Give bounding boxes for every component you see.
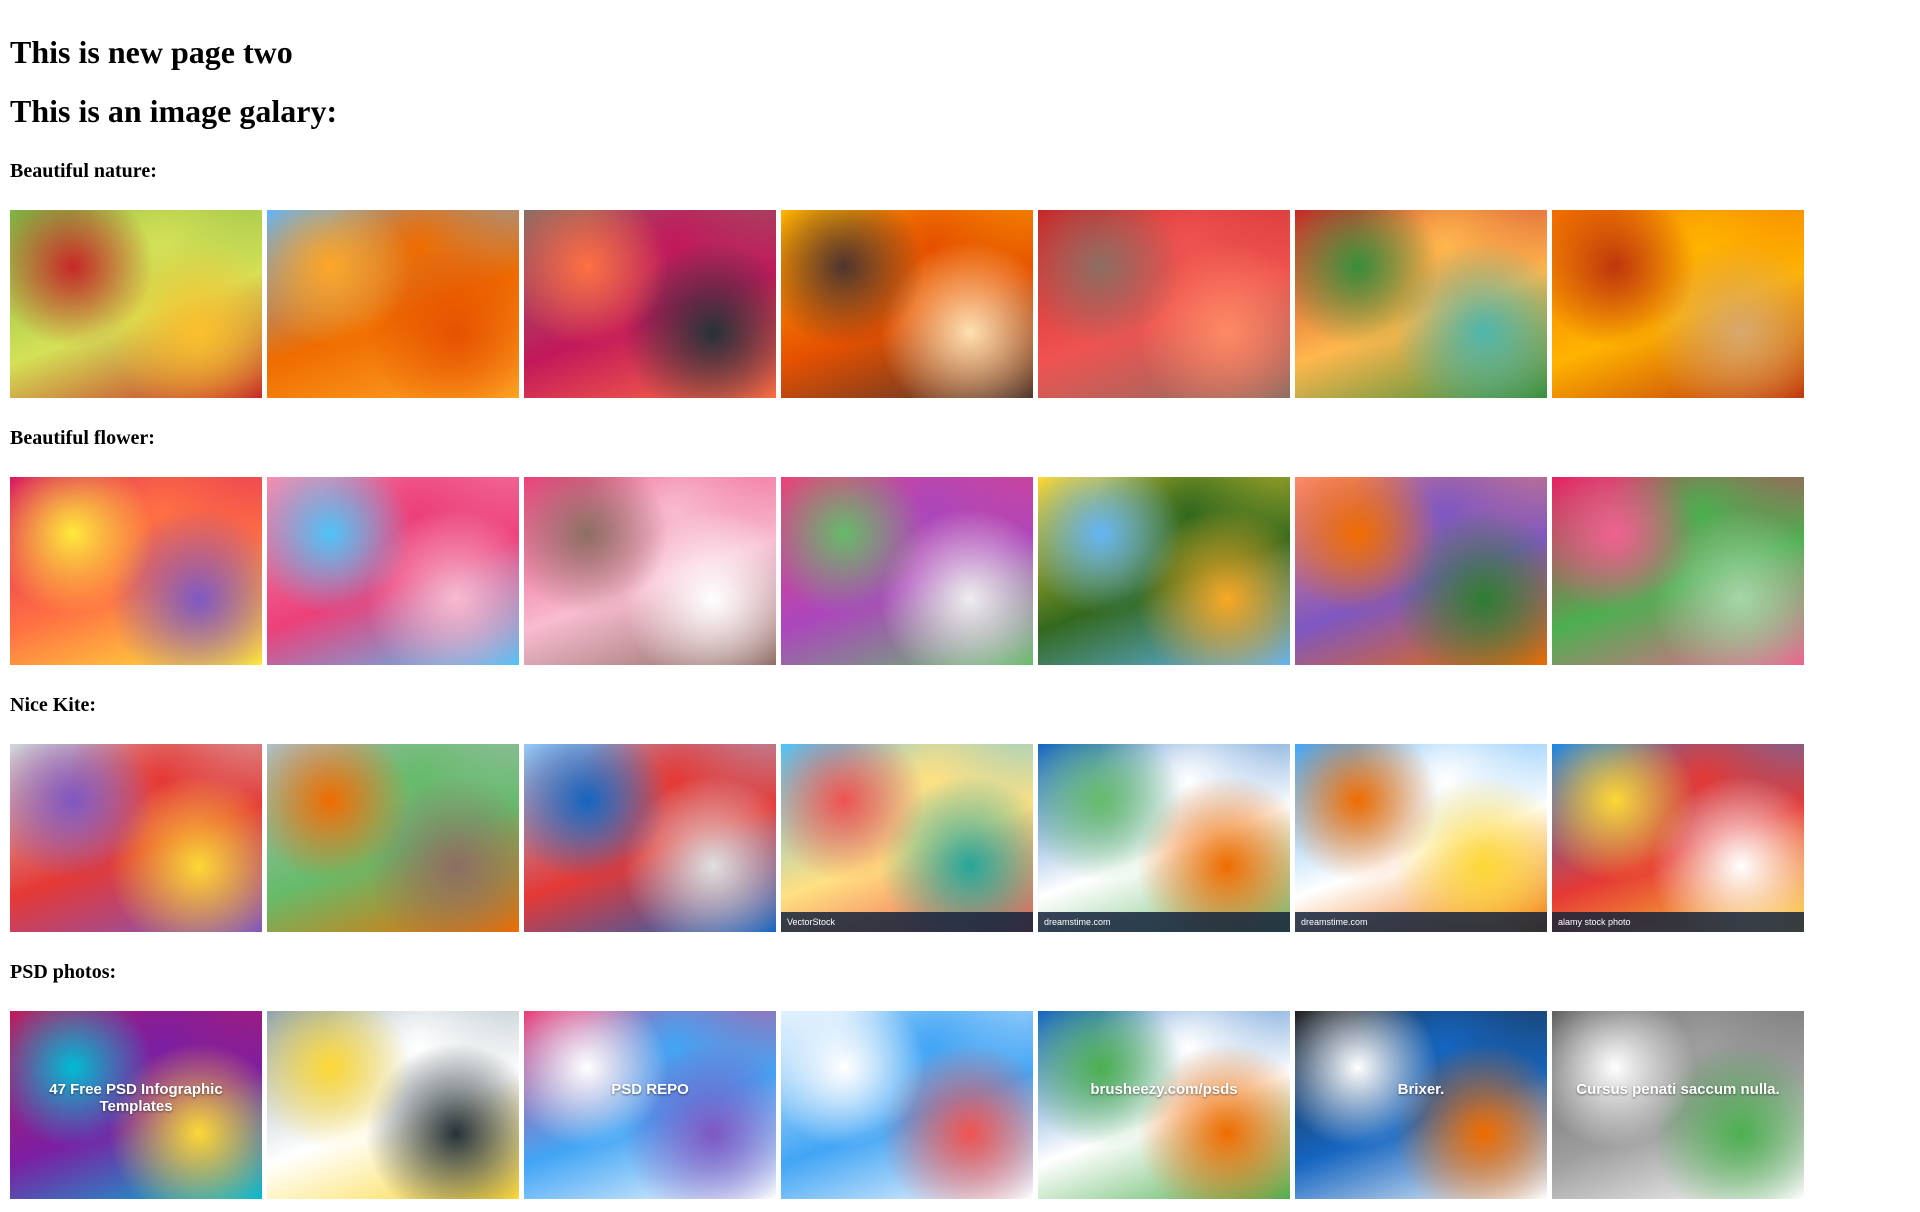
- page-title: This is new page two: [10, 34, 293, 70]
- pink-blossoms-image: [267, 476, 519, 665]
- section-flower: Beautiful flower:: [10, 426, 1910, 665]
- image-caption: Brixer.: [1397, 1080, 1445, 1098]
- moderniste-template-image: Cursus penati saccum nulla.: [1552, 1010, 1804, 1199]
- watermark-label: dreamstime.com: [1038, 911, 1290, 932]
- image-caption: Cursus penati saccum nulla.: [1576, 1080, 1780, 1098]
- section-psd: PSD photos: 47 Free PSD Infographic Temp…: [10, 960, 1910, 1199]
- section-kite: Nice Kite: VectorStock dreamstime.com drea…: [10, 693, 1910, 932]
- section-label: PSD photos:: [10, 960, 117, 983]
- image-caption: PSD REPO: [611, 1080, 689, 1098]
- sunflower-field-image: [1038, 476, 1290, 665]
- river-boat-autumn-image: [1295, 209, 1547, 398]
- painted-flowers-image: [781, 476, 1033, 665]
- fish-kites-sky-image: dreamstime.com: [1295, 743, 1547, 932]
- rainbow-kite-sky-image: [10, 743, 262, 932]
- brusheezy-psds-image: brusheezy.com/psds: [1038, 1010, 1290, 1199]
- image-caption: 47 Free PSD Infographic Templates: [49, 1080, 223, 1115]
- pink-rose-image: [524, 476, 776, 665]
- page: This is new page two This is an image ga…: [10, 33, 1910, 1199]
- image-row: [10, 209, 1910, 398]
- golden-forest-road-image: [1552, 209, 1804, 398]
- cosmos-flowers-image: [1552, 476, 1804, 665]
- dragon-kite-sky-image: alamy stock photo: [1552, 743, 1804, 932]
- brixer-template-image: Brixer.: [1295, 1010, 1547, 1199]
- park-fountain-image: [10, 209, 262, 398]
- section-label: Nice Kite:: [10, 693, 97, 716]
- beach-kites-illustration-image: VectorStock: [781, 743, 1033, 932]
- psd-infographic-templates-image: 47 Free PSD Infographic Templates: [10, 1010, 262, 1199]
- watermark-label: alamy stock photo: [1552, 911, 1804, 932]
- lake-swans-image: [524, 209, 776, 398]
- image-row: VectorStock dreamstime.com dreamstime.com a…: [10, 743, 1910, 932]
- image-row: 47 Free PSD Infographic Templates PSD REP…: [10, 1010, 1910, 1199]
- digital-agency-template-image: [781, 1010, 1033, 1199]
- section-nature: Beautiful nature:: [10, 159, 1910, 398]
- image-row: [10, 476, 1910, 665]
- autumn-river-trees-image: [781, 209, 1033, 398]
- autumn-leaves-sky-image: [267, 209, 519, 398]
- website-mockup-image: [267, 1010, 519, 1199]
- gallery-heading: This is an image galary:: [10, 93, 338, 130]
- watermark-label: dreamstime.com: [1295, 911, 1547, 932]
- kitesurf-beach-image: [524, 743, 776, 932]
- psd-repo-collage-image: PSD REPO: [524, 1010, 776, 1199]
- section-label: Beautiful flower:: [10, 426, 155, 449]
- mixed-flowers-image: [10, 476, 262, 665]
- rose-bouquet-image: [1295, 476, 1547, 665]
- image-caption: brusheezy.com/psds: [1090, 1080, 1238, 1098]
- animal-kites-beach-image: dreamstime.com: [1038, 743, 1290, 932]
- section-label: Beautiful nature:: [10, 159, 157, 182]
- watermark-label: VectorStock: [781, 911, 1033, 932]
- red-maple-park-image: [1038, 209, 1290, 398]
- kite-festival-people-image: [267, 743, 519, 932]
